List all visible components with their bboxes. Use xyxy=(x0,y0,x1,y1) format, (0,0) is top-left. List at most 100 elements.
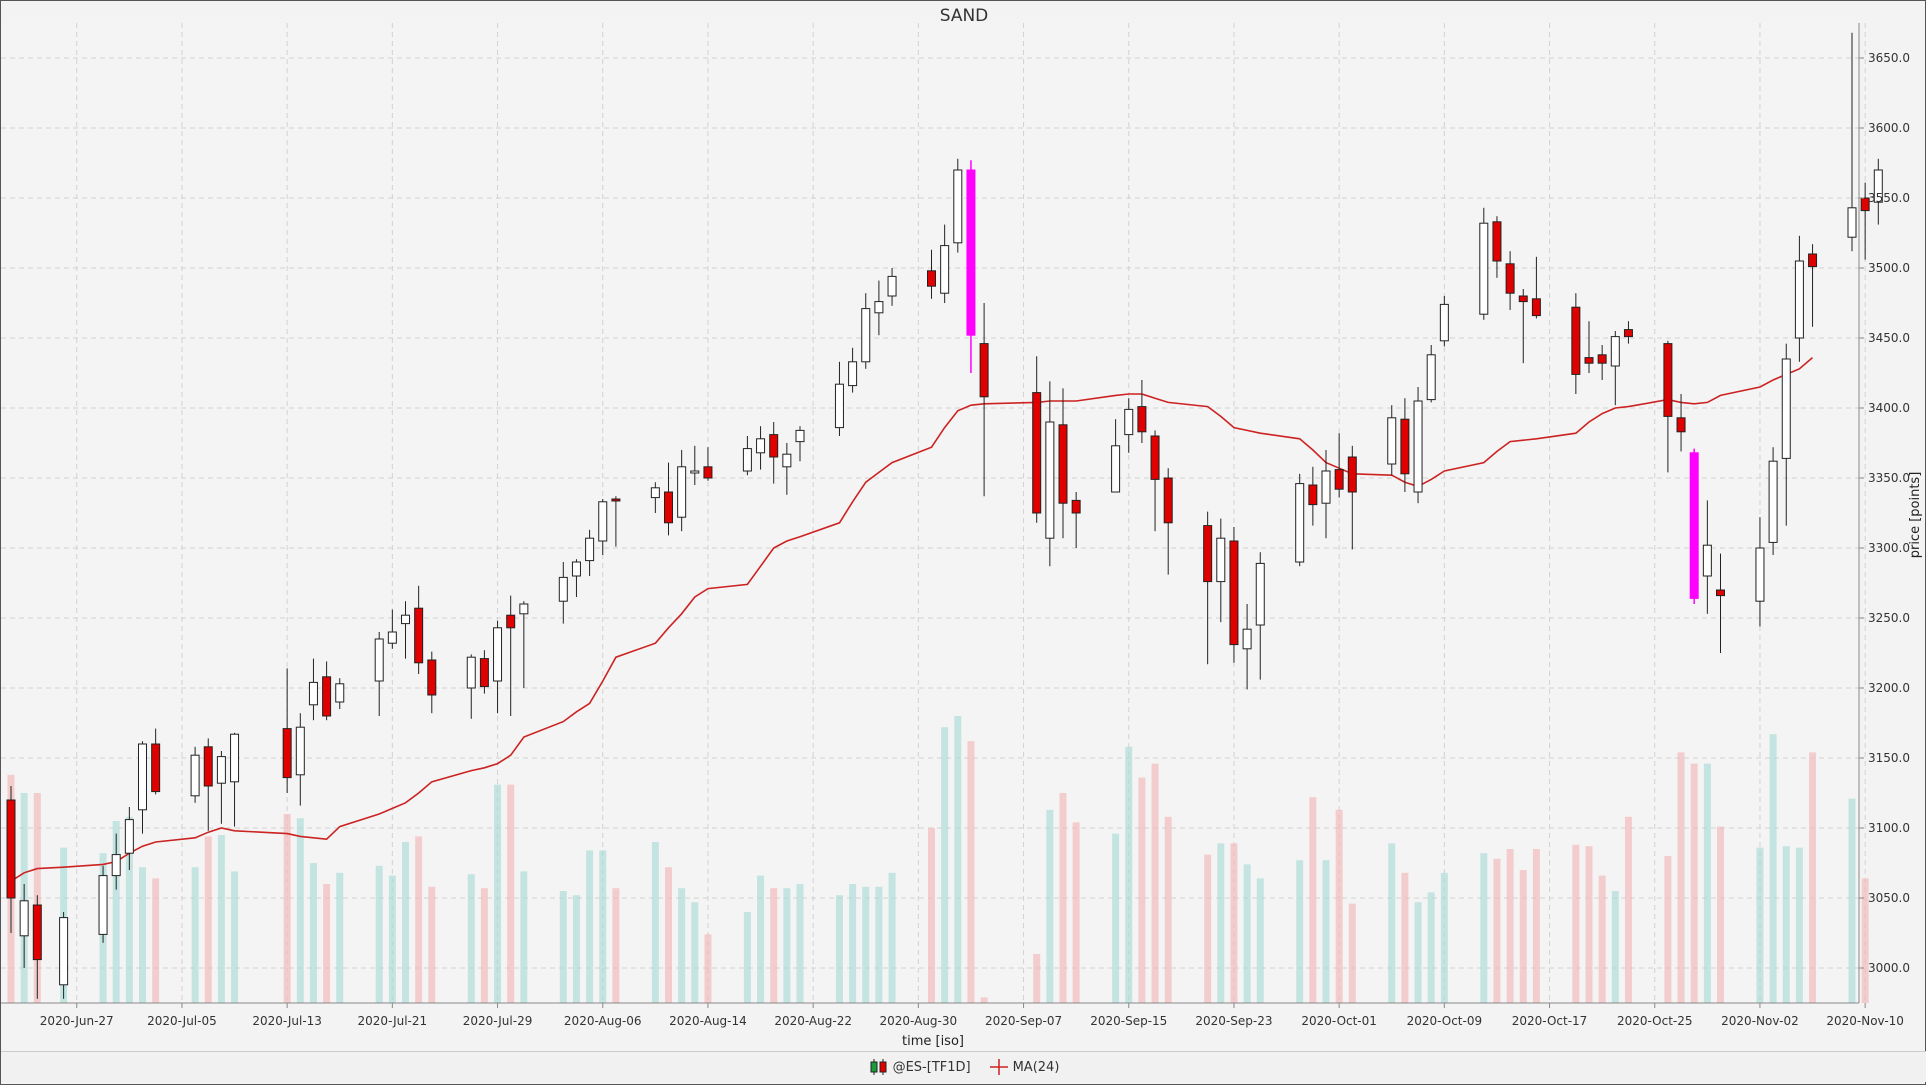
volume-bar xyxy=(1138,777,1146,1003)
volume-bar xyxy=(1861,878,1869,1003)
volume-bar xyxy=(1769,734,1777,1003)
candle xyxy=(1716,553,1725,653)
candle-body xyxy=(1808,253,1818,268)
legend-label-ma: MA(24) xyxy=(1012,1059,1060,1075)
volume-bar xyxy=(559,891,567,1003)
candle-body xyxy=(98,875,108,935)
candles-legend-icon xyxy=(870,1059,887,1075)
volume-bar xyxy=(1414,902,1422,1003)
candle xyxy=(1584,321,1594,373)
candle xyxy=(322,661,332,721)
candle-body xyxy=(1137,406,1147,433)
volume-bar xyxy=(1611,891,1619,1003)
candle xyxy=(203,738,213,831)
candle-body xyxy=(742,448,752,472)
x-tick-label: 2020-Sep-23 xyxy=(1195,1014,1272,1028)
y-axis-label: price [points] xyxy=(1908,472,1923,559)
candle xyxy=(506,595,516,716)
y-tick-label: 3300.0 xyxy=(1868,541,1910,555)
candle xyxy=(940,224,950,303)
candle xyxy=(1242,604,1252,690)
candle xyxy=(742,436,752,476)
candle xyxy=(427,651,437,714)
volume-bar xyxy=(1309,797,1317,1003)
volume-bar xyxy=(928,828,935,1003)
candle-body xyxy=(59,917,69,986)
candle xyxy=(1045,381,1055,567)
candle xyxy=(466,654,476,719)
candle xyxy=(887,268,897,306)
candle-body xyxy=(1531,298,1541,317)
candle-body xyxy=(519,603,529,615)
volume-bar xyxy=(1440,872,1448,1003)
volume-bar xyxy=(1151,763,1159,1003)
legend-item-candles[interactable]: @ES-[TF1D] xyxy=(869,1058,971,1076)
candle-body xyxy=(124,819,134,854)
candle-body xyxy=(1203,525,1213,583)
candle-body xyxy=(374,638,384,682)
candle-body xyxy=(1873,169,1883,203)
volume-bar xyxy=(520,871,528,1003)
x-tick-label: 2020-Sep-15 xyxy=(1090,1014,1167,1028)
volume-bar xyxy=(1519,870,1527,1003)
candle-body xyxy=(1071,499,1081,514)
volume-bar xyxy=(1348,903,1356,1003)
candle-body xyxy=(940,245,950,294)
y-axis-ticks: 3000.0 3050.0 3100.0 3150.0 3200.0 3250.0 3300… xyxy=(1859,51,1910,975)
legend: @ES-[TF1D] MA(24) xyxy=(1,1051,1926,1082)
volume-bar xyxy=(1164,816,1172,1003)
candle-body xyxy=(664,491,673,524)
volume-bar xyxy=(375,865,383,1003)
x-tick-label: 2020-Oct-09 xyxy=(1407,1014,1483,1028)
volume-bar xyxy=(1690,763,1698,1003)
candle-body xyxy=(1163,477,1173,524)
candle xyxy=(1689,448,1699,604)
candle-body xyxy=(979,343,989,398)
candle xyxy=(558,562,568,624)
candle-body xyxy=(966,169,976,336)
candle-body xyxy=(1689,452,1699,599)
candle-body xyxy=(216,756,226,784)
volume-bar xyxy=(1493,858,1501,1003)
candle-body xyxy=(611,498,621,502)
volume-bar xyxy=(112,821,120,1003)
candle xyxy=(703,447,713,481)
candle-body xyxy=(230,733,240,783)
candle xyxy=(1663,340,1673,473)
volume-bar xyxy=(757,875,765,1003)
ma-legend-icon xyxy=(989,1059,1008,1075)
candle-body xyxy=(111,854,121,877)
candle xyxy=(966,160,976,373)
volume-bar xyxy=(1624,816,1632,1003)
candle xyxy=(98,865,108,943)
legend-item-ma[interactable]: MA(24) xyxy=(989,1058,1060,1076)
candle-body xyxy=(1150,435,1160,480)
candle-body xyxy=(558,576,568,602)
candle xyxy=(1413,387,1423,504)
candle-body xyxy=(1242,628,1252,650)
x-tick-label: 2020-Jul-13 xyxy=(252,1014,322,1028)
y-tick-label: 3150.0 xyxy=(1868,751,1910,765)
candle-body xyxy=(834,383,844,429)
candle xyxy=(308,658,318,721)
volume-bar xyxy=(835,895,843,1003)
candle-body xyxy=(1387,417,1397,465)
candle-body xyxy=(1768,460,1778,543)
volume-bar xyxy=(1230,843,1238,1003)
volume-bar xyxy=(1532,849,1540,1003)
y-tick-label: 3550.0 xyxy=(1868,191,1910,205)
volume-bar xyxy=(191,867,199,1003)
candle-body xyxy=(769,434,779,458)
candle-body xyxy=(401,614,410,625)
volume-bar xyxy=(651,842,659,1003)
candle xyxy=(1229,527,1239,663)
candle-body xyxy=(427,659,437,696)
grid xyxy=(1,23,1866,1003)
volume-bar xyxy=(1480,853,1488,1003)
y-tick-label: 3350.0 xyxy=(1868,471,1910,485)
volume-bar xyxy=(954,716,962,1003)
candle xyxy=(953,158,963,253)
volume-bar xyxy=(1572,844,1580,1003)
volume-bar xyxy=(1664,856,1672,1003)
candle-body xyxy=(308,681,318,706)
